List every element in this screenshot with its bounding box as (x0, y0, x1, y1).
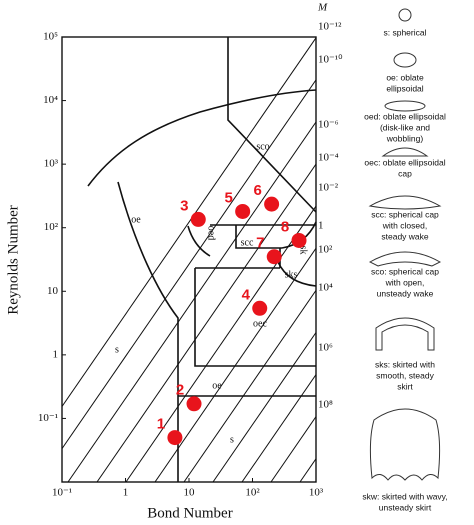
m-line (62, 37, 316, 408)
region-label: oe (212, 380, 222, 391)
legend-text: ellipsoidal (386, 83, 423, 93)
m-line (67, 121, 316, 482)
y-tick-label: 10⁻¹ (38, 412, 58, 424)
legend-text: (disk-like and (380, 122, 430, 132)
legend-text: steady wake (381, 231, 429, 241)
m-label: 10⁶ (318, 342, 333, 354)
legend-text: oed: oblate ellipsoidal (364, 111, 446, 121)
region-label: s (115, 344, 119, 355)
m-label: 10² (318, 244, 333, 256)
y-tick-label: 1 (53, 348, 59, 360)
point-label: 1 (157, 416, 165, 433)
m-label: 10⁸ (318, 399, 333, 411)
legend-text: oec: oblate ellipsoidal (364, 157, 445, 167)
point-label: 8 (281, 218, 289, 235)
legend-text: with open, (385, 277, 425, 287)
x-tick-label: 10³ (309, 487, 324, 499)
point-label: 6 (253, 182, 261, 199)
x-tick-label: 1 (123, 487, 129, 499)
y-tick-label: 10³ (44, 158, 59, 170)
legend-text: sks: skirted with (375, 359, 435, 369)
m-label: 10⁴ (318, 282, 333, 294)
x-tick-label: 10⁻¹ (52, 487, 72, 499)
m-label: 1 (318, 220, 324, 232)
region-label: sk (298, 246, 309, 255)
region-label: sks (285, 269, 298, 280)
point (266, 249, 282, 265)
point (252, 300, 268, 316)
m-line (96, 163, 316, 482)
m-label: 10⁻¹⁰ (318, 54, 343, 66)
x-axis-title: Bond Number (147, 505, 232, 521)
point (291, 232, 307, 248)
m-line (212, 331, 316, 482)
region-label: oec (253, 318, 267, 329)
m-axis-title: M (317, 2, 328, 14)
m-label: 10⁻¹² (318, 21, 342, 33)
legend-text: oe: oblate (386, 72, 424, 82)
m-line (445, 32, 474, 482)
legend-text: wobbling) (386, 133, 424, 143)
legend-text: sco: spherical cap (371, 266, 439, 276)
point-label: 3 (180, 197, 188, 214)
point (167, 430, 183, 446)
m-line (183, 289, 316, 482)
y-tick-label: 10² (44, 221, 59, 233)
m-line (154, 247, 316, 482)
m-line (241, 373, 316, 482)
y-tick-label: 10 (47, 285, 59, 297)
m-label: 10⁻⁴ (318, 152, 339, 164)
region-label: oed (206, 226, 217, 240)
region-label: s (230, 434, 234, 445)
point-label: 5 (224, 189, 232, 206)
point-label: 2 (176, 382, 184, 399)
legend-text: smooth, steady (376, 370, 434, 380)
m-label: 10⁻⁶ (318, 119, 339, 131)
point (264, 196, 280, 212)
region-label: scc (241, 237, 254, 248)
legend-icons (368, 8, 442, 481)
point-label: 4 (242, 286, 251, 303)
m-line (62, 79, 316, 450)
x-tick-label: 10 (184, 487, 196, 499)
legend-text: with closed, (382, 220, 427, 230)
legend-text: skirt (397, 381, 413, 391)
point (186, 396, 202, 412)
legend-text: skw: skirted with wavy, (362, 491, 447, 501)
point (235, 203, 251, 219)
point (190, 211, 206, 227)
x-tick-label: 10² (245, 487, 260, 499)
y-tick-label: 10⁴ (43, 94, 58, 106)
point-label: 7 (256, 235, 264, 252)
regime-boundaries (87, 37, 317, 482)
m-line (270, 415, 316, 482)
y-axis-title: Reynolds Number (5, 205, 21, 315)
legend-text: s: spherical (384, 27, 427, 37)
m-label: 10⁻² (318, 182, 339, 194)
legend-text: cap (398, 168, 412, 178)
y-tick-label: 10⁵ (43, 31, 58, 43)
legend-text: scc: spherical cap (371, 209, 439, 219)
region-label: sco (256, 141, 269, 152)
legend-text: unsteady wake (377, 288, 434, 298)
region-label: oe (131, 214, 141, 225)
legend-text: unsteady skirt (379, 502, 432, 512)
